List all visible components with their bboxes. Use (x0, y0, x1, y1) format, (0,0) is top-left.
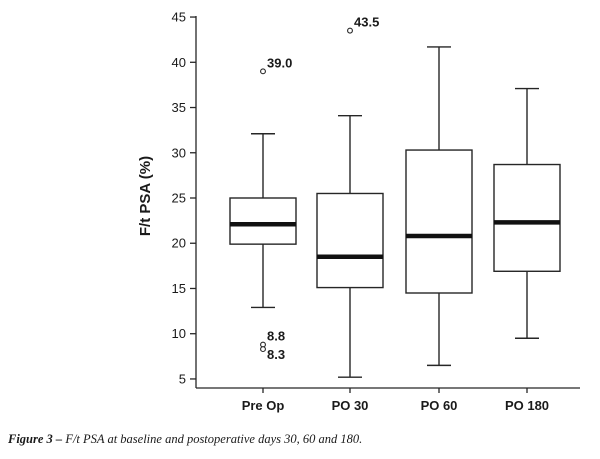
figure-caption: Figure 3 – F/t PSA at baseline and posto… (8, 432, 598, 447)
y-tick-label: 45 (172, 10, 186, 25)
x-tick-label: Pre Op (242, 398, 285, 413)
outlier-label: 8.3 (267, 347, 285, 362)
x-tick-label: PO 180 (505, 398, 549, 413)
y-axis-title: F/t PSA (%) (137, 156, 154, 236)
caption-lead: Figure 3 – (8, 432, 63, 446)
outlier-point (347, 27, 353, 34)
y-tick-label: 25 (172, 191, 186, 206)
caption-text: F/t PSA at baseline and postoperative da… (62, 432, 363, 446)
x-tick-label: PO 60 (421, 398, 458, 413)
iqr-box (316, 192, 384, 289)
iqr-box (405, 149, 473, 294)
x-axis-labels: Pre Op PO 30 PO 60 PO 180 (242, 388, 549, 413)
y-tick-label: 40 (172, 55, 186, 70)
y-tick-label: 15 (172, 281, 186, 296)
outlier-point (260, 68, 266, 75)
x-tick-label: PO 30 (332, 398, 369, 413)
iqr-box (493, 163, 561, 272)
iqr-box (229, 197, 297, 245)
outlier-point (260, 346, 266, 353)
y-tick-label: 5 (179, 371, 186, 386)
y-tick-label: 35 (172, 100, 186, 115)
y-tick-label: 30 (172, 145, 186, 160)
box-group (493, 87, 561, 339)
outlier-label: 39.0 (267, 55, 292, 70)
y-axis-ticks: 5 10 15 20 25 30 35 40 45 (172, 10, 196, 386)
y-tick-label: 20 (172, 236, 186, 251)
axes (195, 16, 580, 389)
box-group (405, 46, 473, 367)
box-group: 43.5 (316, 15, 384, 378)
outlier-label: 8.8 (267, 329, 285, 344)
boxes: 39.0 8.8 8.3 43.5 (229, 15, 561, 378)
box-group: 39.0 8.8 8.3 (229, 55, 297, 362)
y-tick-label: 10 (172, 326, 186, 341)
outlier-label: 43.5 (354, 15, 379, 30)
